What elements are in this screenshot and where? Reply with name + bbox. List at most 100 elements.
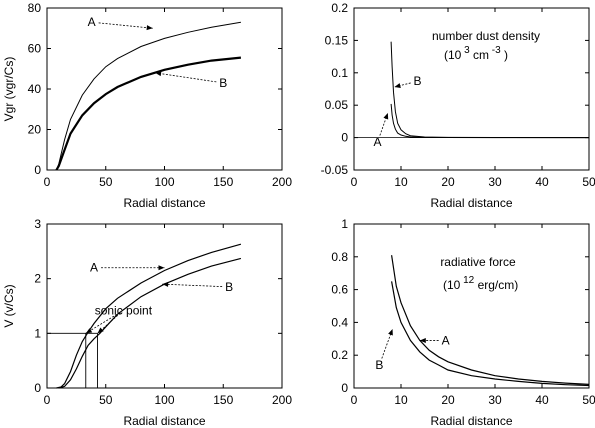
panel-title-units: (10 3 cm -3 ) <box>444 45 508 62</box>
panel-title-part: 12 <box>460 275 474 286</box>
x-tick-label: 200 <box>272 393 292 407</box>
x-tick-label: 50 <box>582 393 595 407</box>
annotation-arrow-head <box>85 328 93 334</box>
panel-title-part: 3 <box>461 45 470 56</box>
panel-title-units: (10 12 erg/cm) <box>443 275 518 292</box>
x-axis-label: Radial distance <box>430 414 512 428</box>
annotation-arrow <box>98 22 153 29</box>
x-tick-label: 0 <box>44 393 51 407</box>
annotation-label: B <box>413 74 421 88</box>
plot-frame <box>353 7 590 171</box>
x-axis-label: Radial distance <box>123 196 205 210</box>
series-curve-b <box>58 257 242 389</box>
panel-title-part: (10 <box>443 278 461 292</box>
panel-title-part: -3 <box>489 45 501 56</box>
x-tick-label: 30 <box>488 393 502 407</box>
x-tick-label: 10 <box>394 393 408 407</box>
y-tick-label: 2 <box>34 272 41 286</box>
x-tick-label: 0 <box>351 393 358 407</box>
annotation-arrow <box>155 72 217 83</box>
plot-frame <box>46 7 283 171</box>
annotation-arrow-head <box>155 71 162 77</box>
x-tick-label: 0 <box>351 175 358 189</box>
y-axis-label: Vgr (vgr/Cs) <box>2 57 16 122</box>
series-curve-b <box>391 281 590 387</box>
panel-velocity-grains: 0 50 100 150 200 0 20 40 60 80 Radial distance Vgr … <box>2 1 292 210</box>
annotation-arrow-head <box>419 337 426 343</box>
x-tick-label: 10 <box>394 175 408 189</box>
y-tick-label: 0 <box>34 163 41 177</box>
panel-title-part: ) <box>501 48 508 62</box>
y-tick-label: 0 <box>341 381 348 395</box>
x-axis-label: Radial distance <box>430 196 512 210</box>
x-tick-label: 20 <box>441 393 455 407</box>
y-tick-label: 0.6 <box>331 283 348 297</box>
y-tick-label: 0 <box>34 381 41 395</box>
x-tick-label: 100 <box>154 175 174 189</box>
y-tick-label: 0.2 <box>331 1 348 15</box>
series-curve-b <box>390 41 590 139</box>
x-tick-label: 40 <box>535 175 549 189</box>
y-tick-label: 0.05 <box>325 98 349 112</box>
annotation-label: B <box>225 280 233 294</box>
panel-title: number dust density <box>432 29 540 43</box>
x-tick-label: 200 <box>272 175 292 189</box>
y-tick-label: 20 <box>28 123 42 137</box>
x-tick-label: 50 <box>582 175 595 189</box>
x-tick-label: 150 <box>213 175 233 189</box>
y-tick-label: 0.4 <box>331 315 348 329</box>
series-curve-b <box>55 56 242 171</box>
y-tick-label: 0.15 <box>325 33 349 47</box>
annotation-arrow <box>394 82 411 88</box>
series-curve-a <box>56 243 242 389</box>
series-curve-a <box>55 21 241 171</box>
x-tick-label: 20 <box>441 175 455 189</box>
x-tick-label: 100 <box>154 393 174 407</box>
annotation-arrow-head <box>97 327 104 334</box>
x-tick-label: 50 <box>99 175 113 189</box>
y-tick-label: 1 <box>34 326 41 340</box>
annotation-label: B <box>219 76 227 90</box>
annotation-arrow <box>379 112 389 136</box>
y-tick-label: 0 <box>341 131 348 145</box>
y-tick-label: 1 <box>341 217 348 231</box>
annotation-label: A <box>373 135 381 149</box>
panel-gas-velocity: 0 50 100 150 200 0 1 2 3 Radial distance V (v/Cs) A… <box>2 217 292 428</box>
series-curve-a <box>391 255 590 385</box>
x-tick-label: 40 <box>535 393 549 407</box>
annotation-arrow <box>85 312 121 334</box>
panel-title-part: cm <box>470 48 489 62</box>
x-tick-label: 50 <box>99 393 113 407</box>
annotation-label: sonic point <box>95 303 153 317</box>
annotation-arrow <box>162 283 223 287</box>
annotation-label: B <box>375 358 383 372</box>
annotation-arrow-head <box>158 265 165 271</box>
annotation-arrow-head <box>146 25 153 31</box>
annotation-arrow-head <box>383 112 389 120</box>
panel-title-part: (10 <box>444 48 462 62</box>
x-tick-label: 30 <box>488 175 502 189</box>
annotation-arrow-head <box>388 328 393 336</box>
y-tick-label: 40 <box>28 82 42 96</box>
panel-title: radiative force <box>440 255 516 269</box>
series-curve-a <box>390 103 589 139</box>
panel-title-part: erg/cm) <box>474 278 518 292</box>
y-tick-label: 3 <box>34 217 41 231</box>
x-tick-label: 0 <box>44 175 51 189</box>
panel-radiative-force: 0 10 20 30 40 50 0 0.2 0.4 0.6 0.8 1 Radial distance… <box>331 217 595 428</box>
annotation-label: A <box>442 333 450 347</box>
annotation-label: A <box>88 15 96 29</box>
annotation-label: A <box>90 261 98 275</box>
annotation-arrow-head <box>162 281 169 287</box>
y-tick-label: 0.1 <box>331 66 348 80</box>
y-tick-label: 80 <box>28 1 42 15</box>
y-tick-label: 60 <box>28 42 42 56</box>
plot-frame <box>46 223 283 389</box>
y-axis-label: V (v/Cs) <box>2 284 16 327</box>
plot-frame <box>353 223 590 389</box>
x-tick-label: 150 <box>213 393 233 407</box>
y-tick-label: -0.05 <box>321 163 349 177</box>
annotation-arrow-head <box>394 83 401 89</box>
